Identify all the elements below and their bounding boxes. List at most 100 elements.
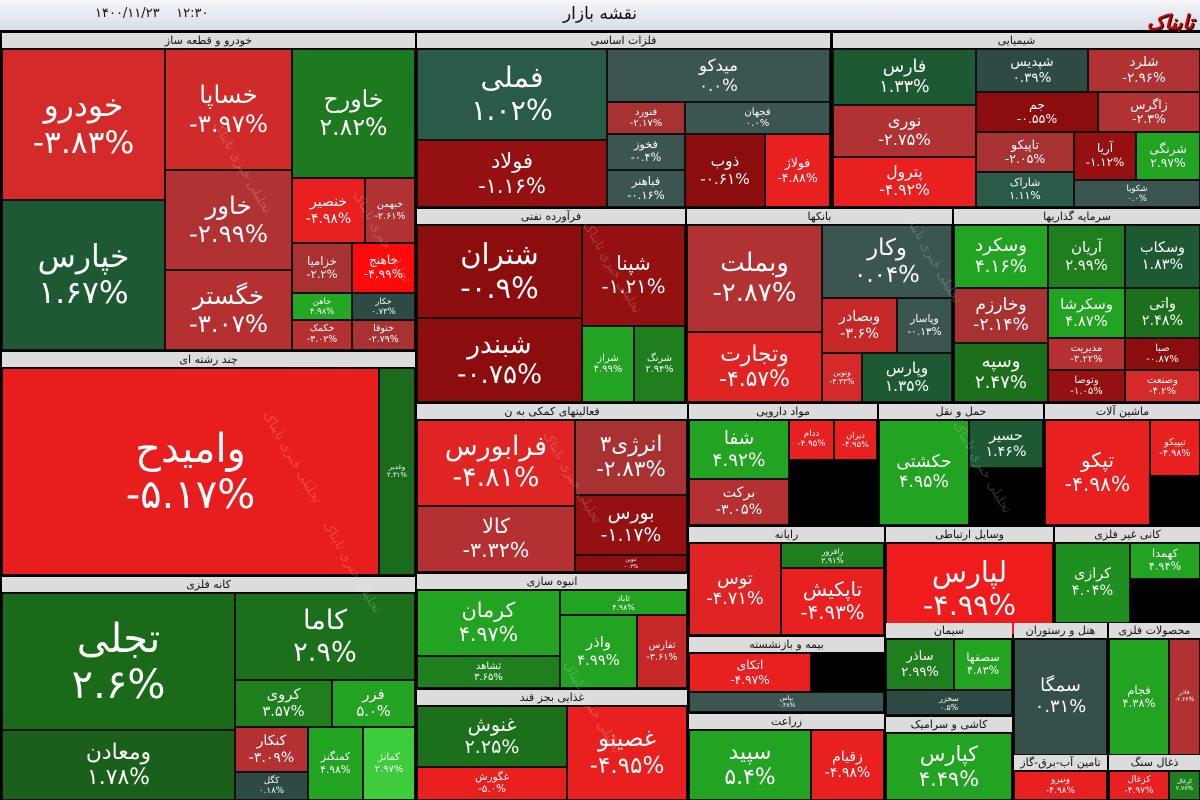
tile[interactable]: فارس ۱.۳۳% [833, 49, 976, 105]
tile[interactable]: خبهمن -۲.۶۱% [365, 178, 415, 243]
tile[interactable]: ثاباد ۴.۹۸% [560, 590, 687, 615]
tile[interactable]: وبصادر -۳.۶% [822, 298, 897, 353]
tile[interactable]: فاذر -۲.۶۶% [1169, 639, 1200, 755]
tile[interactable]: شپدیس ۰.۳۹% [976, 49, 1088, 92]
tile[interactable]: برکت -۳.۰۵% [689, 479, 789, 525]
tile[interactable]: فولاژ -۴.۸۸% [765, 134, 830, 207]
tile[interactable]: وتجارت -۴.۵۷% [687, 332, 822, 402]
tile[interactable]: کپارس ۴.۴۹% [886, 733, 1012, 800]
tile[interactable]: فرابورس -۴.۸۱% [417, 420, 575, 506]
tile[interactable]: فجهان ۰.۰% [685, 102, 830, 134]
tile[interactable]: غگورش -۵.۰% [417, 767, 567, 800]
tile[interactable]: غصینو -۴.۹۵% [567, 706, 687, 800]
tile[interactable]: ساذر ۲.۹۹% [886, 639, 954, 690]
tile[interactable]: شاراک ۱.۱۱% [976, 172, 1074, 207]
tile[interactable]: وصنعت -۴.۲% [1125, 370, 1200, 402]
tile[interactable]: ونوین -۴.۳۳% [822, 353, 862, 402]
logo[interactable]: تابناک [1146, 10, 1194, 34]
tile[interactable]: توس -۴.۷۱% [689, 543, 781, 635]
tile[interactable]: فولاد -۱.۱۶% [417, 140, 607, 207]
tile[interactable]: تپکو -۴.۹۸% [1045, 420, 1150, 525]
tile[interactable]: دیران -۴.۹۵% [834, 420, 877, 460]
tile[interactable]: شراز ۴.۹۹% [582, 326, 634, 402]
tile[interactable]: کنکار -۳.۰۹% [235, 727, 308, 772]
tile[interactable]: ومعادن ۱.۷۸% [2, 730, 235, 800]
tile[interactable]: شلرد -۲.۹۶% [1088, 49, 1200, 92]
tile[interactable]: آریا -۱.۱۲% [1074, 132, 1136, 180]
tile[interactable]: واتی ۲.۴۸% [1125, 288, 1200, 338]
tile[interactable]: خاهن ۴.۹۸% [292, 293, 352, 320]
tile[interactable]: پترول -۴.۹۲% [833, 157, 976, 207]
tile[interactable]: شبندر -۰.۷۵% [417, 318, 582, 402]
tile[interactable]: خاور -۲.۹۹% [165, 170, 292, 270]
tile[interactable]: تیپیکو -۴.۹۸% [1150, 420, 1200, 476]
tile[interactable]: وسکاب ۱.۸۳% [1125, 225, 1200, 288]
tile[interactable]: کرمان ۴.۹۷% [417, 590, 560, 656]
tile[interactable]: وکار ۰.۰۴% [822, 225, 952, 298]
tile[interactable]: کالا -۳.۳۲% [417, 506, 575, 572]
tile[interactable]: وپارس ۱.۳۵% [862, 353, 952, 402]
tile[interactable]: شکویا ۰.۰% [1074, 180, 1200, 207]
tile[interactable]: مدیریت -۳.۲۲% [1048, 338, 1125, 370]
tile[interactable]: کاما ۲.۹% [235, 593, 415, 680]
tile[interactable]: خاورح ۲.۸۲% [292, 49, 415, 178]
tile[interactable]: لپارس -۴.۹۹% [886, 543, 1053, 635]
tile[interactable]: غنوش ۲.۲۵% [417, 706, 567, 767]
tile[interactable]: خزامیا -۲.۲% [292, 243, 352, 293]
tile[interactable]: فباهنر -۰.۱۶% [607, 170, 685, 207]
tile[interactable]: فخوز -۰.۴% [607, 134, 685, 170]
tile[interactable]: اتکای -۴.۹۷% [689, 653, 811, 692]
tile[interactable]: حسیر ۱.۴۶% [969, 420, 1043, 468]
tile[interactable]: فجام ۴.۳۸% [1109, 639, 1169, 755]
tile[interactable]: کروی ۳.۵۷% [235, 680, 332, 727]
tile[interactable]: انرژی۳ -۲.۸۳% [575, 420, 687, 495]
tile[interactable]: شتران -۰.۹% [417, 225, 582, 318]
tile[interactable]: خساپا -۳.۹۷% [165, 49, 292, 170]
tile[interactable]: خاهنج -۴.۹۹% [352, 243, 415, 293]
tile[interactable]: واذر ۴.۹۹% [560, 615, 637, 688]
tile[interactable]: ددام -۴.۹۵% [789, 420, 834, 460]
tile[interactable]: جم -۰.۵۵% [976, 92, 1098, 132]
tile[interactable]: رافزور ۲.۹۱% [781, 543, 884, 568]
tile[interactable]: تاپیکو -۲.۰۵% [976, 132, 1074, 172]
tile[interactable]: تنوین -۰.۳% [575, 555, 687, 572]
tile[interactable]: فزر ۵.۰% [332, 680, 415, 727]
tile[interactable]: بپاس ۰.۴۸% [689, 692, 884, 712]
tile[interactable]: وسکرد ۴.۱۶% [954, 225, 1048, 288]
tile[interactable]: کرغال ۲.۷۷% [1169, 771, 1200, 800]
tile[interactable]: وامیدح -۵.۱۷% [2, 368, 379, 575]
tile[interactable]: وپاسار -۰.۱۳% [897, 298, 952, 353]
tile[interactable]: خکار ۰.۷۳% [352, 293, 415, 320]
tile[interactable]: فنورد -۲.۱۷% [607, 102, 685, 134]
tile[interactable]: خگستر -۳.۰۷% [165, 270, 292, 350]
tile[interactable]: سصفها ۴.۸۳% [954, 639, 1012, 690]
tile[interactable]: زقیام -۴.۹۸% [811, 730, 884, 800]
tile[interactable]: کمانژ ۲.۹۷% [363, 727, 415, 800]
tile[interactable]: کمنگنز ۴.۹۸% [308, 727, 363, 800]
tile[interactable]: وبملت -۲.۸۷% [687, 225, 822, 332]
tile[interactable]: تاپکیش -۴.۹۳% [781, 568, 884, 635]
tile[interactable]: شفا ۴.۹۲% [689, 420, 789, 479]
tile[interactable]: سپید ۵.۴% [689, 730, 811, 800]
tile[interactable]: شپنا -۱.۲۱% [582, 225, 685, 326]
tile[interactable]: ذوب -۰.۶۱% [685, 134, 765, 207]
tile[interactable]: کهمدا ۴.۹۴% [1130, 543, 1200, 579]
tile[interactable]: آریان ۲.۹۹% [1048, 225, 1125, 288]
tile[interactable]: زاگرس -۲.۳% [1098, 92, 1200, 132]
tile[interactable]: ثفارس -۳.۶۱% [637, 615, 687, 688]
tile[interactable]: تجلی ۲.۶% [2, 593, 235, 730]
tile[interactable]: وخارزم -۲.۱۴% [954, 288, 1048, 343]
tile[interactable]: ونیرو -۴.۹۸% [1014, 771, 1107, 800]
tile[interactable]: وغدیر ۲.۳۱% [379, 368, 415, 575]
tile[interactable]: وتوصا -۱.۰۵% [1048, 370, 1125, 402]
tile[interactable]: سمگا ۰.۳۱% [1014, 639, 1107, 755]
tile[interactable]: فملی ۱.۰۲% [417, 49, 607, 140]
tile[interactable]: حکشتی ۴.۹۵% [879, 420, 969, 525]
tile[interactable]: میدکو ۰.۰% [607, 49, 830, 102]
tile[interactable]: خکمک -۳.۰۲% [292, 320, 352, 350]
tile[interactable]: کزغال -۴.۹۷% [1109, 771, 1169, 800]
tile[interactable]: بورس -۱.۱۷% [575, 495, 687, 555]
tile[interactable]: کرازی ۴.۰۴% [1055, 543, 1130, 623]
tile[interactable]: ختوقا -۲.۷۹% [352, 320, 415, 350]
tile[interactable]: سخزر ۰.۵% [886, 690, 1012, 715]
